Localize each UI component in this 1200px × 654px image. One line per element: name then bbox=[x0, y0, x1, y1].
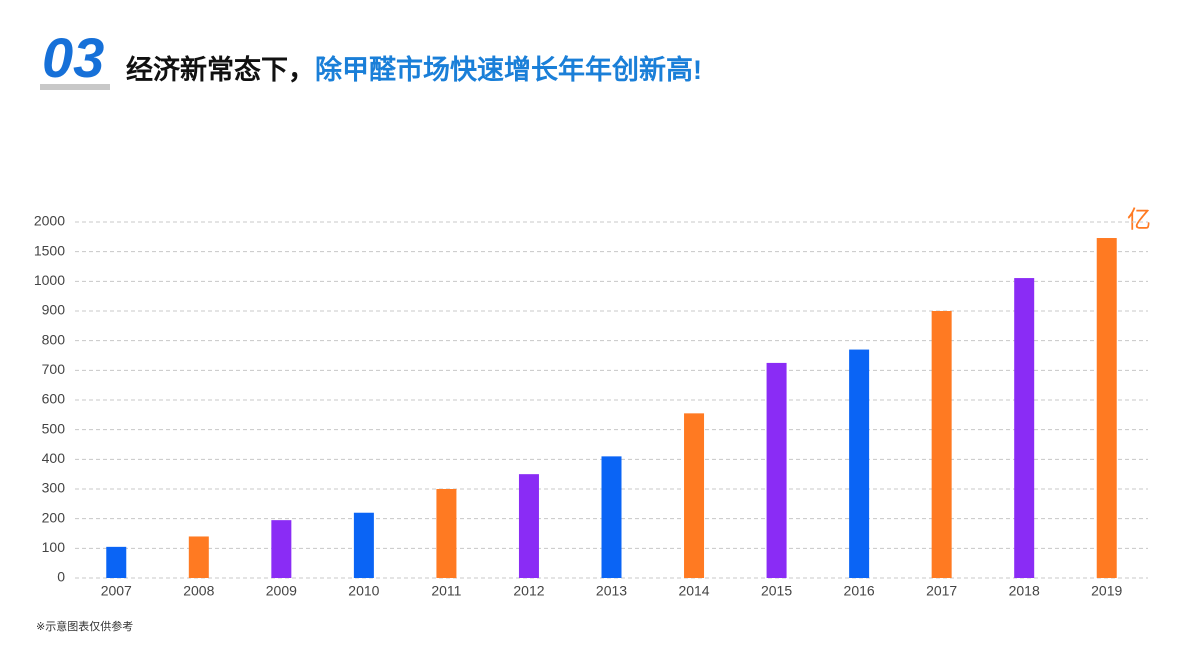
y-tick-label: 600 bbox=[42, 391, 66, 407]
bar bbox=[106, 546, 127, 578]
y-tick-label: 200 bbox=[42, 509, 66, 525]
y-tick-label: 100 bbox=[42, 539, 66, 555]
bar bbox=[684, 413, 705, 578]
x-tick-label: 2010 bbox=[348, 583, 379, 599]
bar bbox=[766, 362, 787, 578]
x-tick-label: 2007 bbox=[101, 583, 132, 599]
x-tick-label: 2013 bbox=[596, 583, 627, 599]
section-number: 03 bbox=[42, 26, 104, 89]
y-tick-label: 1000 bbox=[34, 272, 65, 288]
bar bbox=[436, 489, 457, 578]
y-tick-label: 0 bbox=[57, 569, 65, 585]
y-unit: 亿 bbox=[1127, 206, 1151, 233]
x-tick-label: 2012 bbox=[513, 583, 544, 599]
badge-underline bbox=[40, 84, 110, 90]
bar bbox=[931, 311, 952, 578]
bar bbox=[601, 456, 622, 578]
y-tick-label: 1500 bbox=[34, 242, 65, 258]
bar bbox=[353, 512, 374, 578]
x-tick-label: 2018 bbox=[1009, 583, 1040, 599]
bar bbox=[518, 474, 539, 578]
title-blue: 除甲醛市场快速增长年年创新高! bbox=[315, 54, 702, 85]
title-black: 经济新常态下， bbox=[126, 54, 315, 85]
y-tick-label: 900 bbox=[42, 302, 66, 318]
x-tick-label: 2008 bbox=[183, 583, 214, 599]
y-tick-label: 300 bbox=[42, 480, 66, 496]
bar bbox=[271, 520, 292, 578]
y-tick-label: 800 bbox=[42, 331, 66, 347]
y-tick-label: 700 bbox=[42, 361, 66, 377]
y-tick-label: 400 bbox=[42, 450, 66, 466]
x-tick-label: 2014 bbox=[678, 583, 709, 599]
footnote: ※示意图表仅供参考 bbox=[36, 619, 133, 633]
x-tick-label: 2011 bbox=[431, 583, 461, 599]
x-tick-label: 2017 bbox=[926, 583, 957, 599]
x-tick-label: 2015 bbox=[761, 583, 792, 599]
y-tick-label: 2000 bbox=[34, 213, 65, 229]
bar bbox=[1014, 278, 1035, 578]
bar bbox=[188, 536, 209, 578]
x-tick-label: 2019 bbox=[1091, 583, 1122, 599]
x-tick-label: 2016 bbox=[844, 583, 875, 599]
y-tick-label: 500 bbox=[42, 420, 66, 436]
x-tick-label: 2009 bbox=[266, 583, 297, 599]
bar bbox=[849, 349, 870, 578]
title: 经济新常态下，除甲醛市场快速增长年年创新高! bbox=[126, 54, 702, 85]
bar bbox=[1096, 238, 1117, 578]
